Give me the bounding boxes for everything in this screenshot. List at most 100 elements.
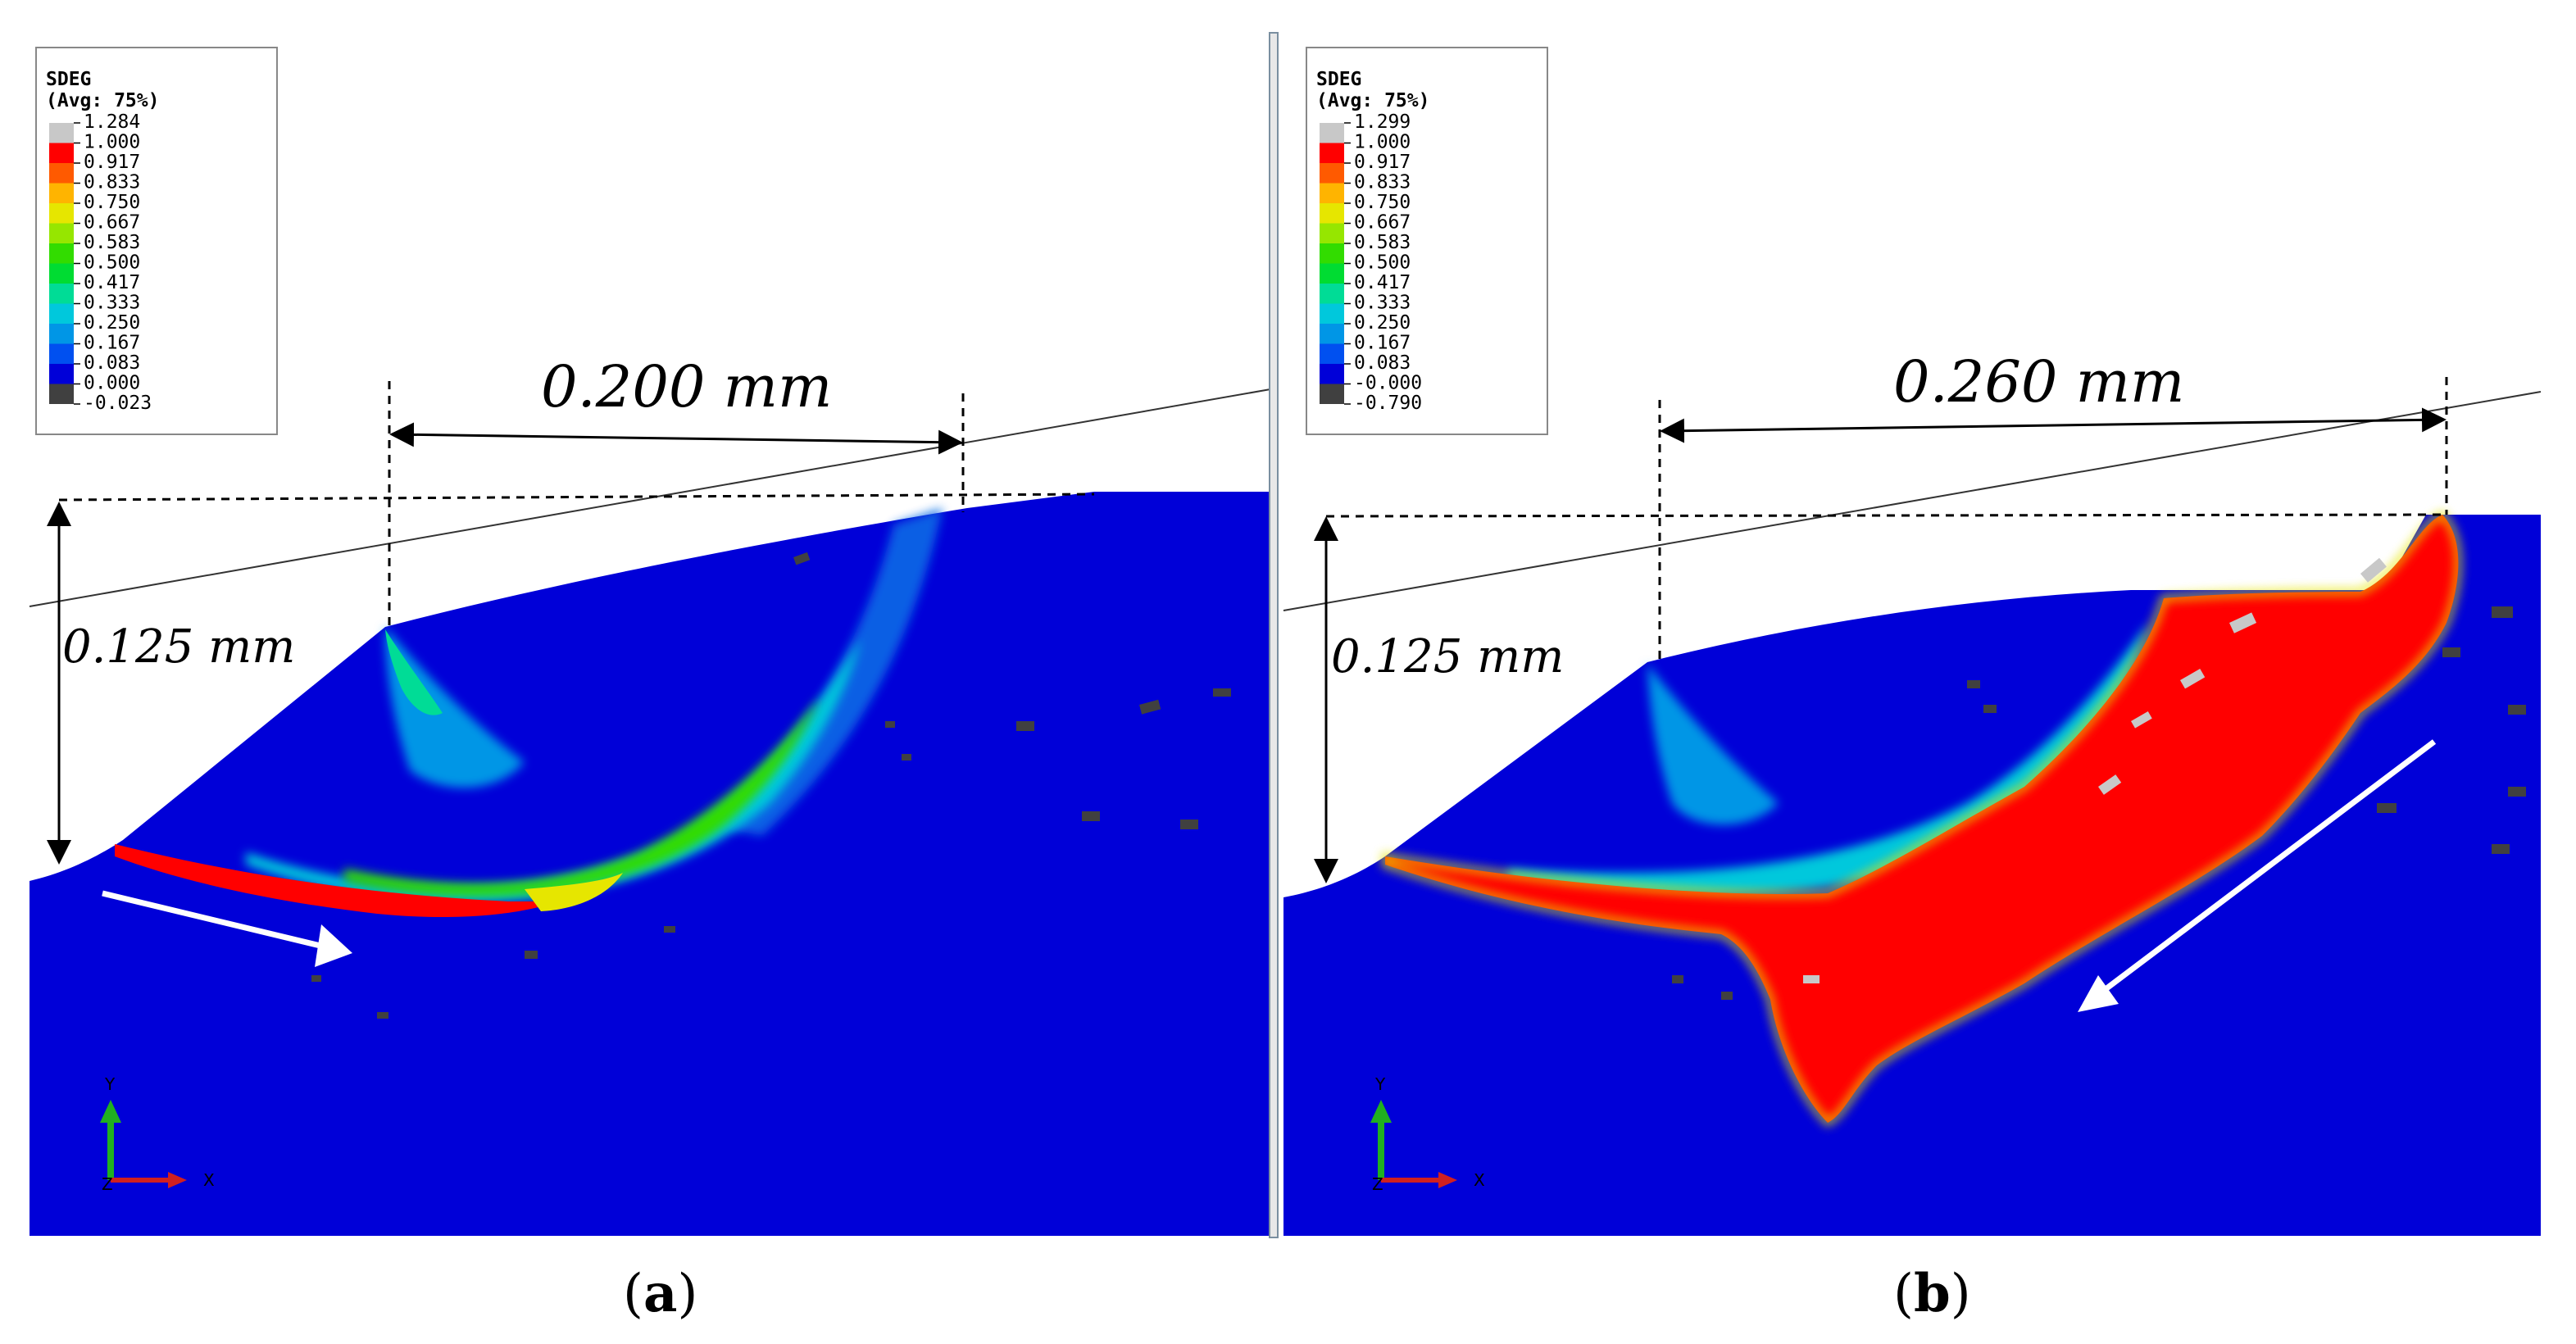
legend-swatch [49,384,74,404]
damage-grey-spots-b [1803,557,2387,983]
legend-value: 0.667 [84,212,140,234]
panel-label-b: (b) [1893,1263,1971,1324]
legend-swatch [49,303,74,324]
damage-fan-core-a [385,629,443,715]
damage-region-edge-b [1382,511,2462,1127]
dim-label-horizontal-b: 0.260 mm [1893,348,2184,415]
legend-value: 0.917 [1354,152,1411,173]
legend-swatch [49,243,74,264]
legend-swatch [49,364,74,384]
damage-streak-red-a [115,844,557,918]
dim-label-vertical-b: 0.125 mm [1331,630,1564,683]
legend-swatch [1320,143,1344,163]
legend-frame-b [1306,47,1548,435]
legend-swatch [1320,324,1344,344]
legend-value: 0.667 [1354,212,1411,234]
legend-swatch [49,343,74,364]
legend-value: 0.750 [1354,192,1411,213]
legend-value: 0.417 [1354,272,1411,293]
legend-swatch [49,183,74,203]
legend-value: 0.917 [84,152,140,173]
legend-values-a: 1.2841.0000.9170.8330.7500.6670.5830.500… [74,111,152,414]
panel-b: 0.260 mm 0.125 mm SDEG (Avg: 75%) 1.2991… [1283,47,2542,1324]
axis-triad-b: Y X Z [1370,1074,1485,1194]
legend-swatches-a [49,123,74,404]
legend-swatch [1320,384,1344,404]
damage-fan-a [385,627,525,788]
legend-value: -0.790 [1354,393,1422,414]
dim-label-vertical-a: 0.125 mm [62,620,295,674]
dim-arrow-horizontal-a [389,422,963,455]
dark-elements-b [1672,606,2526,1000]
legend-swatch [1320,223,1344,243]
legend-value: 0.500 [84,252,140,274]
legend-value: 1.284 [84,111,140,133]
damage-band-upper-a [721,508,943,836]
legend-swatch [1320,303,1344,324]
legend-value: 0.083 [84,352,140,374]
panel-label-a: (a) [623,1263,697,1324]
legend-value: 0.167 [84,333,140,354]
damage-region-red-b [1385,515,2459,1123]
legend-avg-b: (Avg: 75%) [1316,90,1429,111]
legend-variable-a: SDEG [46,69,91,90]
legend-value: 1.299 [1354,111,1411,133]
dim-label-horizontal-a: 0.200 mm [541,353,832,420]
legend-value: 0.333 [1354,293,1411,314]
legend-value: 0.250 [1354,312,1411,334]
dimension-guides-b [1325,377,2448,664]
legend-swatch [1320,163,1344,184]
legend-value: 0.333 [84,293,140,314]
legend-swatch [1320,203,1344,224]
legend-swatch [49,223,74,243]
legend-swatch [49,284,74,304]
dark-elements-a [311,552,1231,1019]
axis-triad-a: Y X Z [100,1074,215,1194]
damage-streak-orange-a [525,873,623,911]
legend-swatches-b [1320,123,1344,404]
damage-fan-b [1647,664,1779,825]
legend-swatch [49,143,74,163]
legend-value: 0.833 [1354,172,1411,193]
legend-swatch [1320,243,1344,264]
axis-y-label-b: Y [1374,1074,1386,1094]
axis-x-label-b: X [1474,1170,1485,1190]
legend-values-b: 1.2991.0000.9170.8330.7500.6670.5830.500… [1344,111,1422,414]
legend-value: 0.083 [1354,352,1411,374]
legend-swatch [1320,343,1344,364]
dimension-guides-a [58,381,1095,627]
axis-z-label-b: Z [1372,1174,1383,1194]
legend-value: 0.500 [1354,252,1411,274]
axis-y-label-a: Y [104,1074,116,1094]
legend-value: 1.000 [84,132,140,153]
legend-swatch [1320,284,1344,304]
legend-swatch [1320,183,1344,203]
legend-swatch [49,123,74,143]
legend-value: 1.000 [1354,132,1411,153]
dim-arrow-horizontal-b [1660,407,2447,443]
legend-value: 0.750 [84,192,140,213]
legend-swatch [49,324,74,344]
legend-swatch [1320,263,1344,284]
direction-arrow-a [102,890,352,967]
legend-value: 0.583 [1354,232,1411,253]
legend-swatch [49,263,74,284]
legend-value: 0.583 [84,232,140,253]
legend-frame-a [35,47,278,435]
legend-swatch [1320,364,1344,384]
legend-value: 0.167 [1354,333,1411,354]
axis-z-label-a: Z [102,1174,113,1194]
legend-a: SDEG (Avg: 75%) 1.2841.0000.9170.8330.75… [35,47,278,435]
legend-value: 0.000 [84,373,140,394]
legend-value: 0.833 [84,172,140,193]
legend-swatch [1320,123,1344,143]
legend-avg-a: (Avg: 75%) [46,90,159,111]
panel-divider [1269,32,1279,1238]
legend-b: SDEG (Avg: 75%) 1.2991.0000.9170.8330.75… [1306,47,1548,435]
panel-a: 0.200 mm 0.125 mm SDEG (Avg: 75%) 1.2841… [29,47,1271,1324]
legend-variable-b: SDEG [1316,69,1361,90]
legend-swatch [49,163,74,184]
legend-value: -0.023 [84,393,152,414]
legend-value: 0.250 [84,312,140,334]
